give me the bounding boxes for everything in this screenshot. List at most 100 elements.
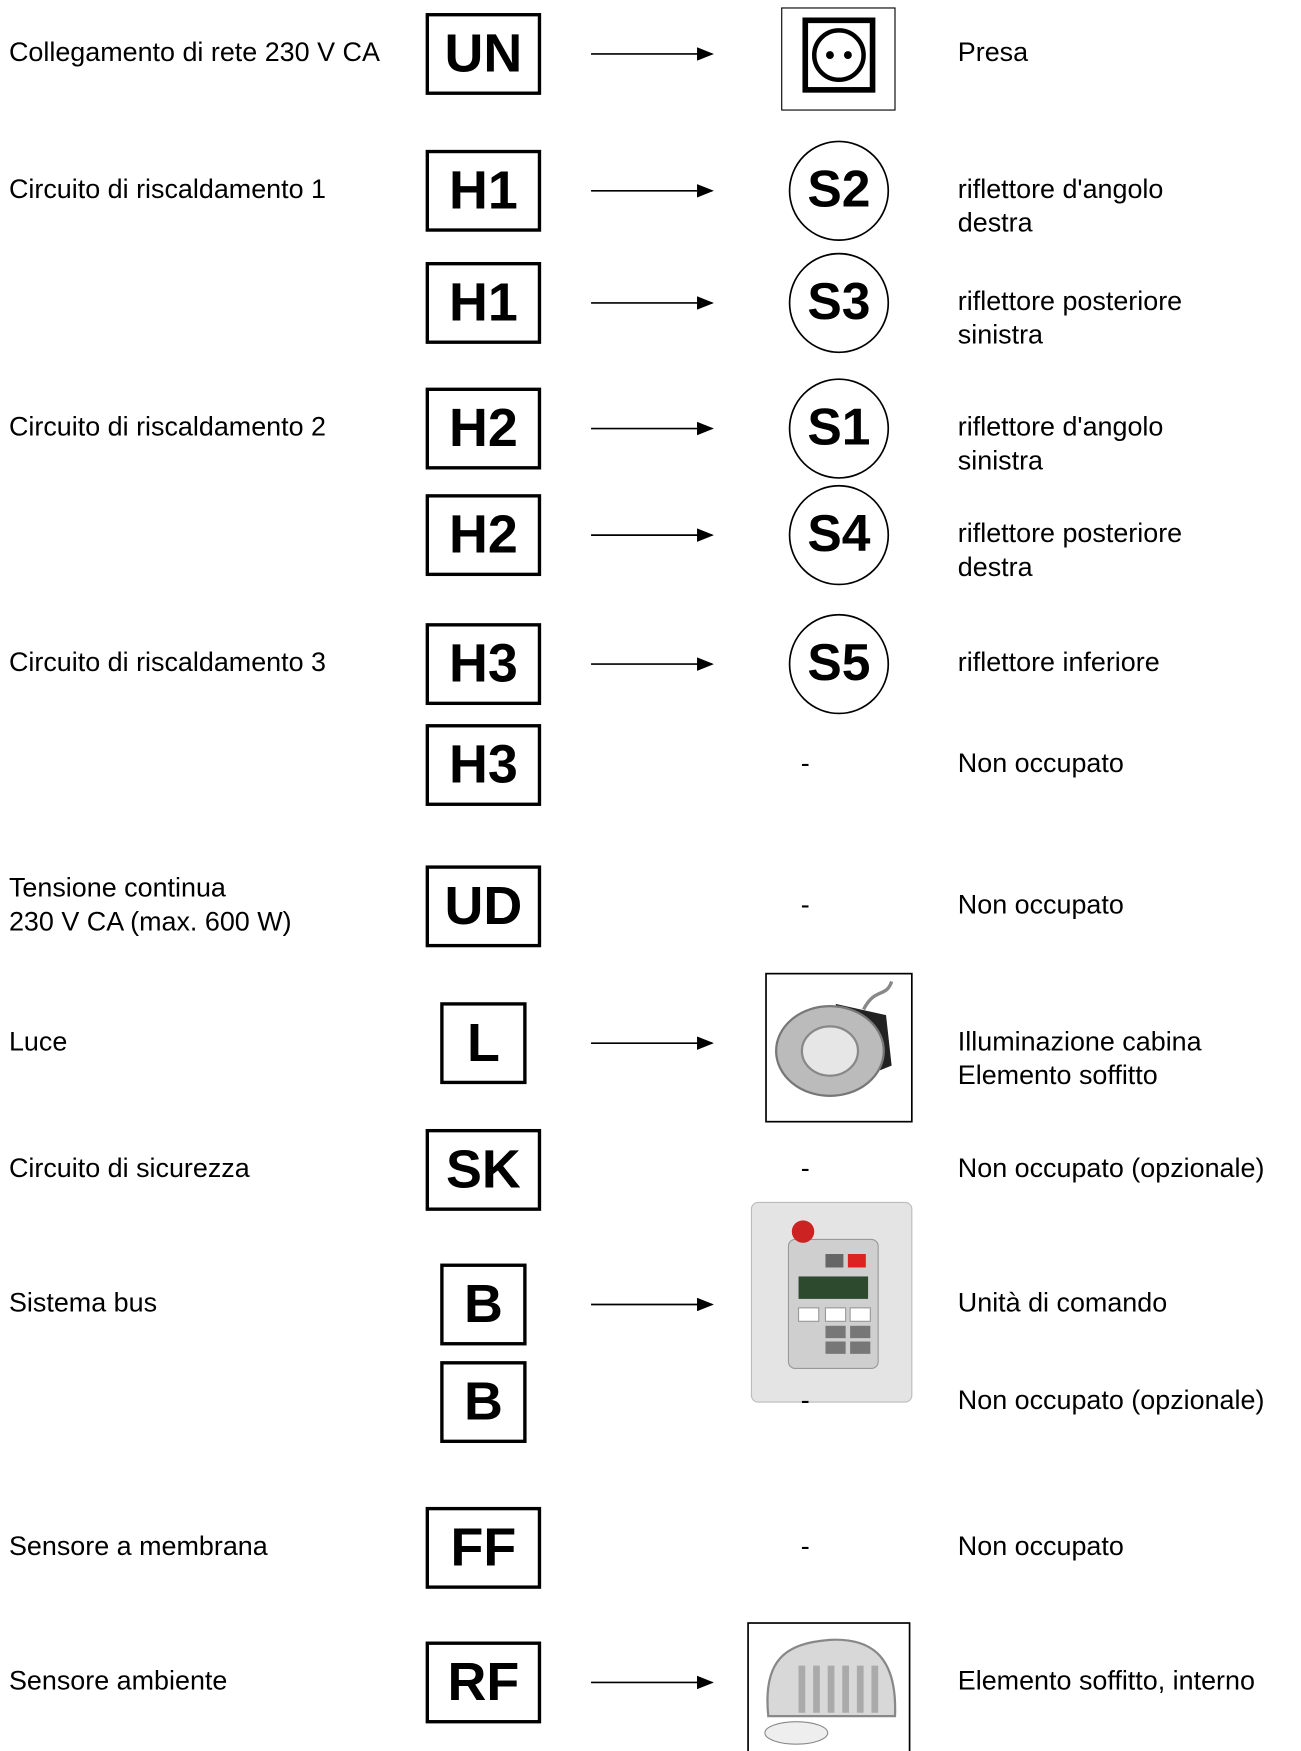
sensor-slot: [871, 1665, 879, 1713]
dash: -: [801, 1531, 810, 1561]
terminal-code: H2: [449, 398, 518, 458]
row-label: Circuito di riscaldamento 1: [9, 174, 326, 204]
dash: -: [801, 748, 810, 778]
terminal-box: [425, 1641, 542, 1724]
socket-frame: [781, 7, 896, 111]
lamp-cable: [862, 980, 894, 1011]
circle-label: S5: [807, 633, 870, 691]
control-key: [849, 1307, 871, 1322]
terminal-box: [425, 262, 542, 344]
socket-pin: [826, 51, 834, 60]
sensor-base: [764, 1721, 829, 1745]
sensor-slot: [842, 1665, 850, 1713]
terminal-box: [425, 494, 542, 577]
terminal-box: [425, 1506, 542, 1589]
row-label: Collegamento di rete 230 V CA: [9, 37, 380, 67]
row-description: riflettore d'angolo: [958, 412, 1164, 442]
row-label: 230 V CA (max. 600 W): [9, 906, 292, 936]
socket-box: [802, 17, 876, 93]
terminal-box: [425, 623, 542, 706]
control-key: [850, 1325, 871, 1339]
terminal-code: RF: [448, 1652, 520, 1712]
sensor-slot: [856, 1665, 864, 1713]
terminal-code: H3: [449, 634, 518, 694]
terminal-box: [440, 1002, 527, 1085]
terminal-code: B: [464, 1372, 503, 1432]
row-description: Non occupato: [958, 1531, 1124, 1561]
row-description: riflettore posteriore: [958, 286, 1182, 316]
control-key: [850, 1341, 871, 1354]
row-label: Sensore ambiente: [9, 1666, 227, 1696]
row-description: sinistra: [958, 445, 1043, 475]
row-description: Non occupato (opzionale): [958, 1153, 1265, 1183]
dash: -: [801, 889, 810, 919]
terminal-box: [440, 1361, 527, 1444]
row-label: Sensore a membrana: [9, 1531, 268, 1561]
row-description: Non occupato (opzionale): [958, 1385, 1265, 1415]
row-description: Unità di comando: [958, 1288, 1167, 1318]
row-description: riflettore d'angolo: [958, 174, 1164, 204]
row-description: Presa: [958, 37, 1028, 67]
terminal-box: [425, 13, 542, 95]
circle-label: S2: [807, 160, 870, 218]
control-btn: [825, 1254, 844, 1268]
sensor-circle: [788, 140, 890, 241]
dash: -: [801, 1153, 810, 1183]
row-description: Elemento soffitto: [958, 1060, 1158, 1090]
row-description: destra: [958, 208, 1033, 238]
terminal-box: [425, 387, 542, 470]
control-key: [825, 1341, 846, 1354]
terminal-code: H1: [449, 273, 518, 333]
terminal-box: [440, 1263, 527, 1346]
circle-label: S3: [807, 272, 870, 330]
terminal-code: FF: [451, 1517, 517, 1577]
socket-pin: [843, 51, 852, 60]
sensor-slot: [827, 1665, 835, 1713]
row-description: riflettore inferiore: [958, 647, 1160, 677]
control-display: [798, 1276, 869, 1299]
socket-ring: [812, 28, 866, 83]
terminal-code: H3: [449, 735, 518, 795]
terminal-box: [425, 1128, 542, 1211]
circle-label: S1: [807, 397, 870, 455]
terminal-code: B: [464, 1274, 503, 1334]
lamp-glass: [800, 1025, 860, 1077]
row-description: sinistra: [958, 320, 1043, 350]
terminal-code: SK: [446, 1139, 521, 1199]
terminal-code: H2: [449, 505, 518, 565]
sensor-circle: [788, 613, 890, 715]
row-description: riflettore posteriore: [958, 518, 1182, 548]
row-label: Tensione continua: [9, 873, 226, 903]
control-logo: [791, 1220, 815, 1243]
dash: -: [801, 1385, 810, 1415]
sensor-slot: [798, 1665, 806, 1713]
row-description: Non occupato: [958, 748, 1124, 778]
row-description: destra: [958, 552, 1033, 582]
terminal-box: [425, 724, 542, 806]
sensor-circle: [788, 484, 890, 586]
terminal-code: H1: [449, 160, 518, 220]
control-key: [825, 1325, 846, 1339]
row-description: Elemento soffitto, interno: [958, 1666, 1255, 1696]
terminal-code: UN: [445, 24, 523, 84]
control-key: [797, 1307, 820, 1322]
row-label: Luce: [9, 1026, 67, 1056]
sensor-circle: [788, 378, 890, 479]
circle-label: S4: [807, 504, 870, 562]
row-label: Sistema bus: [9, 1288, 157, 1318]
terminal-code: UD: [445, 876, 523, 936]
sensor-circle: [788, 252, 890, 354]
row-label: Circuito di riscaldamento 2: [9, 412, 326, 442]
control-key: [824, 1307, 847, 1322]
row-description: Illuminazione cabina: [958, 1026, 1202, 1056]
terminal-code: L: [467, 1013, 500, 1073]
control-btn: [847, 1254, 866, 1268]
terminal-box: [425, 865, 542, 948]
row-label: Circuito di riscaldamento 3: [9, 647, 326, 677]
row-label: Circuito di sicurezza: [9, 1153, 250, 1183]
sensor-slot: [813, 1665, 820, 1713]
terminal-box: [425, 149, 542, 232]
row-description: Non occupato: [958, 889, 1124, 919]
